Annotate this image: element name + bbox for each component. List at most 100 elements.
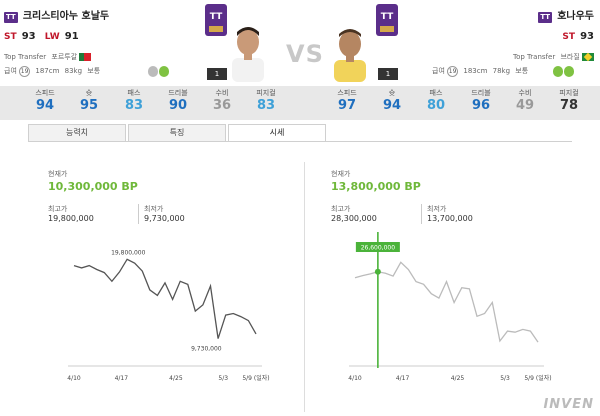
high-price-label: 최고가: [331, 205, 351, 213]
body-type: 보통: [515, 67, 529, 75]
current-price-label: 현재가: [331, 170, 351, 178]
season-badge: TT: [4, 12, 18, 23]
tab-market-price[interactable]: 시세: [228, 124, 326, 142]
x-tick-label: 4/25: [451, 375, 465, 382]
player2-face-image: [330, 24, 370, 82]
highlight-point: [374, 268, 381, 275]
current-price-label: 현재가: [48, 170, 68, 178]
pay-value: 19: [19, 66, 31, 77]
stat-dribble: 드리블 90: [168, 89, 188, 113]
season-badge: TT: [538, 12, 553, 23]
stat-shoot: 슛 94: [382, 89, 402, 113]
panel-divider: [304, 162, 305, 412]
season-card-icon: TT: [376, 4, 398, 40]
stat-defense: 수비 49: [515, 89, 535, 113]
tab-traits[interactable]: 특징: [128, 124, 226, 142]
current-price-value: 10,300,000 BP: [48, 180, 138, 193]
position-ovr: 93: [21, 31, 36, 42]
x-tick-label: 5/3: [500, 375, 510, 382]
x-tick-label: 4/17: [396, 375, 410, 382]
right-foot-icon: [159, 66, 169, 77]
series-line: [354, 261, 539, 343]
svg-text:TT: TT: [210, 12, 223, 22]
stat-shoot: 슛 95: [79, 89, 99, 113]
low-price-label: 최저가: [427, 205, 447, 213]
highlight-box: [355, 242, 400, 252]
player2-transfer: Top Transfer 브라질: [513, 52, 594, 62]
player1-face-image: [228, 24, 268, 82]
position-ovr: 93: [580, 31, 594, 42]
x-tick-label: 4/10: [348, 375, 362, 382]
high-price-value: 28,300,000: [331, 214, 377, 223]
stat-physical: 피지컬 78: [559, 89, 579, 113]
height-value: 183cm: [463, 67, 488, 75]
high-price-label: 최고가: [48, 205, 68, 213]
weight-value: 78kg: [492, 67, 511, 75]
nation-label: 포르투갈: [51, 53, 78, 61]
transfer-label: Top Transfer: [513, 53, 556, 61]
x-tick-label: 5/3: [218, 375, 228, 382]
low-price-value: 13,700,000: [427, 214, 473, 223]
transfer-label: Top Transfer: [4, 53, 47, 61]
high-price-value: 19,800,000: [48, 214, 94, 223]
player1-level[interactable]: 1: [207, 68, 227, 80]
weight-value: 83kg: [64, 67, 83, 75]
player1-title: TT 크리스티아누 호날두: [4, 4, 109, 23]
player2-title: TT 호나우두: [538, 4, 594, 23]
vs-label: VS: [286, 40, 324, 68]
position-label: ST: [4, 32, 17, 42]
stat-pass: 패스 83: [124, 89, 144, 113]
svg-text:TT: TT: [381, 12, 394, 22]
x-tick-label: 5/9 (일자): [524, 374, 551, 382]
player2-level[interactable]: 1: [378, 68, 398, 80]
tab-bar: 능력치 특징 시세: [28, 124, 326, 142]
player1-info: 급여 19 187cm 83kg 보통: [4, 66, 100, 77]
pay-label: 급여: [4, 67, 17, 75]
portugal-flag-icon: [79, 53, 92, 61]
series-line: [73, 258, 257, 339]
player1-name[interactable]: 크리스티아누 호날두: [22, 11, 110, 22]
body-type: 보통: [87, 67, 101, 75]
low-price-value: 9,730,000: [144, 214, 185, 223]
right-foot-icon: [564, 66, 574, 77]
season-card-icon: TT: [205, 4, 227, 40]
watermark: INVEN: [543, 397, 594, 412]
position-label: ST: [562, 32, 575, 42]
player1-transfer: Top Transfer 포르투갈: [4, 52, 92, 62]
x-tick-label: 4/17: [115, 375, 129, 382]
x-tick-label: 4/25: [169, 375, 183, 382]
x-tick-label: 5/9 (일자): [242, 374, 269, 382]
position-label: LW: [44, 32, 60, 42]
stat-speed: 스피드 94: [35, 89, 55, 113]
brazil-flag-icon: [582, 52, 594, 62]
stat-dribble: 드리블 96: [471, 89, 491, 113]
height-value: 187cm: [35, 67, 60, 75]
player2-positions: ST 93: [562, 24, 594, 43]
pay-value: 19: [447, 66, 459, 77]
price-chart-player2: 4/104/174/255/35/9 (일자)4/1526,600,000: [348, 232, 552, 382]
high-annotation: 19,800,000: [111, 249, 146, 256]
stat-physical: 피지컬 83: [256, 89, 276, 113]
left-foot-icon: [148, 66, 158, 77]
stat-speed: 스피드 97: [337, 89, 357, 113]
price-panel: 현재가 10,300,000 BP 최고가 19,800,000 최저가 9,7…: [28, 141, 572, 416]
pay-label: 급여: [432, 67, 445, 75]
player-header: TT 크리스티아누 호날두 ST 93 LW 91 Top Transfer 포…: [0, 0, 600, 86]
price-chart-player1: 4/10 4/17 4/25 5/3 5/9 (일자) 19,800,000 9,730,0…: [67, 249, 269, 382]
left-foot-icon: [553, 66, 563, 77]
low-price-label: 최저가: [144, 205, 164, 213]
low-annotation: 9,730,000: [191, 346, 222, 353]
player1-positions: ST 93 LW 91: [4, 24, 79, 43]
player2-name[interactable]: 호나우두: [557, 11, 594, 22]
highlight-value: 26,600,000: [361, 245, 396, 252]
nation-label: 브라질: [560, 53, 580, 61]
divider: [138, 204, 139, 224]
divider: [421, 204, 422, 224]
position-ovr: 91: [64, 31, 79, 42]
stat-pass: 패스 80: [426, 89, 446, 113]
player2-info: 급여 19 183cm 78kg 보통: [432, 66, 528, 77]
current-price-value: 13,800,000 BP: [331, 180, 421, 193]
tab-abilities[interactable]: 능력치: [28, 124, 126, 142]
stat-defense: 수비 36: [212, 89, 232, 113]
